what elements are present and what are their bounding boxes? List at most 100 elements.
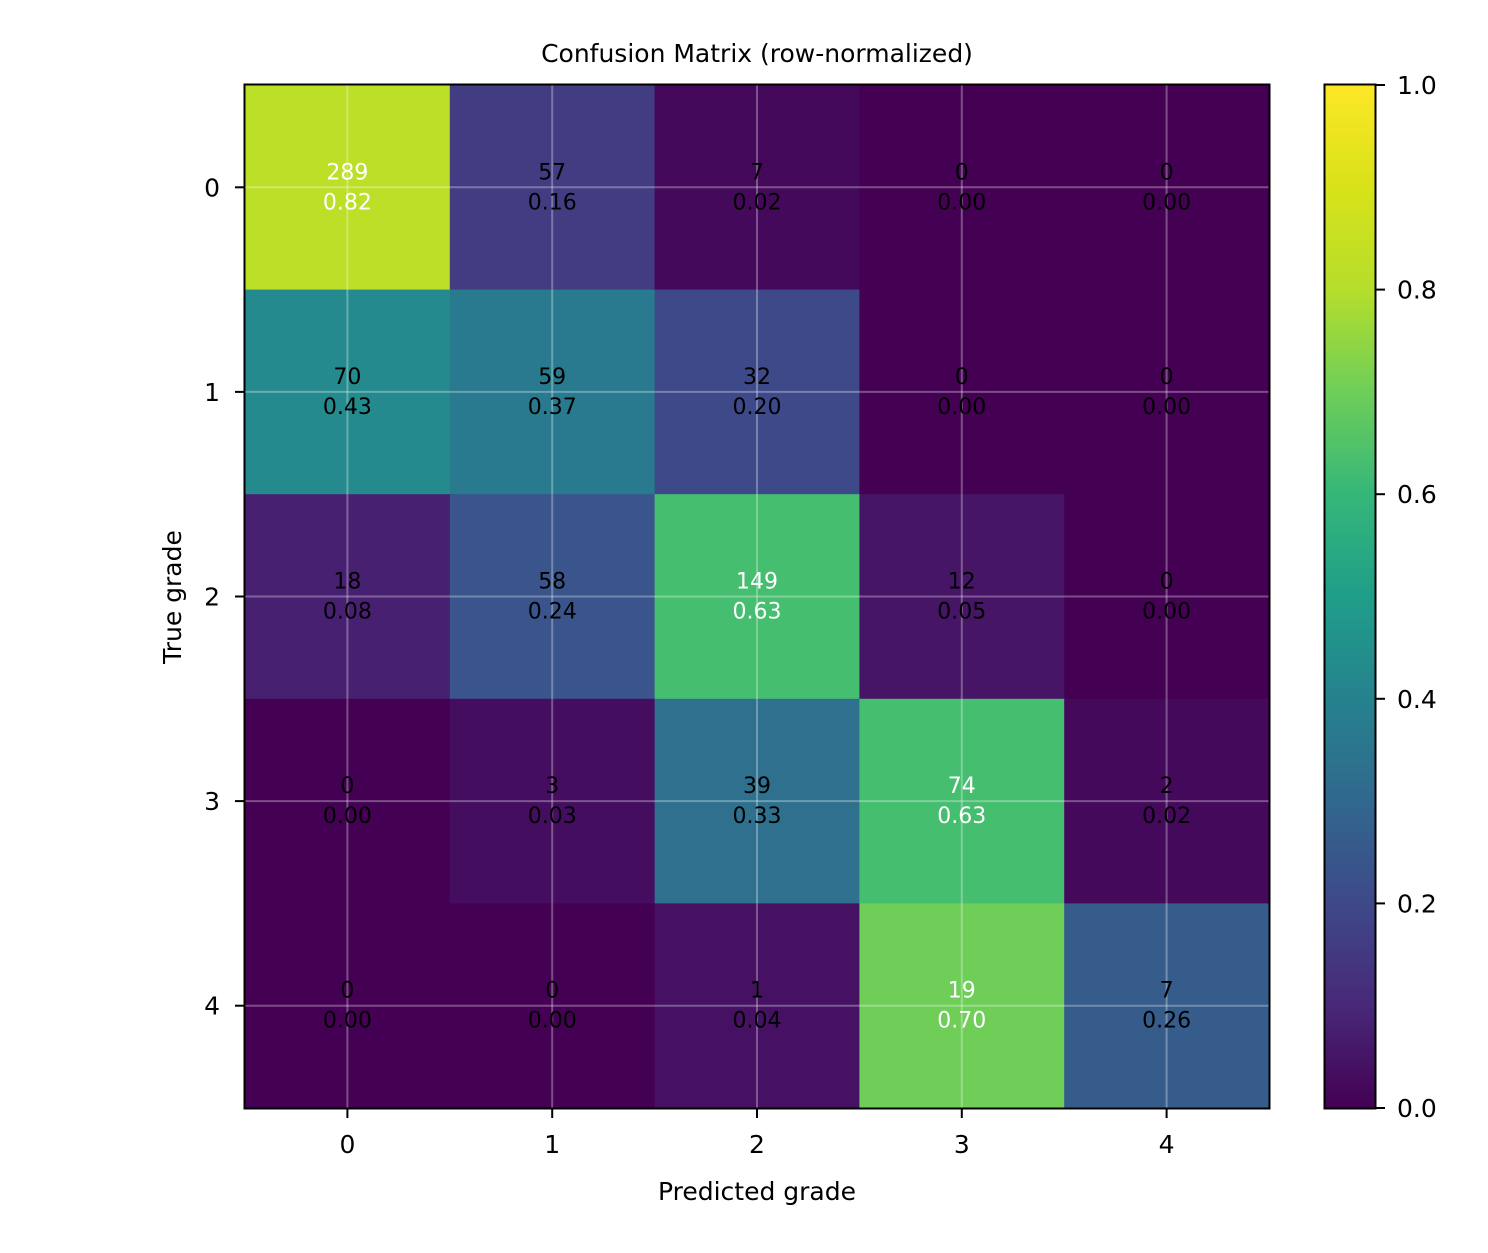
cell-count-label: 0 (545, 979, 559, 1004)
heatmap-cell-r0-c0 (245, 85, 451, 291)
cell-value-label: 0.00 (1142, 395, 1191, 420)
cell-value-label: 0.00 (323, 804, 372, 829)
cell-count-label: 74 (948, 774, 976, 799)
cell-value-label: 0.63 (937, 804, 986, 829)
cell-count-label: 7 (1160, 979, 1174, 1004)
cell-count-label: 12 (948, 570, 976, 595)
cell-value-label: 0.08 (323, 600, 372, 625)
x-tick-label: 2 (749, 1130, 765, 1159)
colorbar-gradient (1324, 85, 1375, 1108)
colorbar-ticks: 0.0 0.2 0.4 0.6 0.8 1.0 (1375, 71, 1437, 1123)
heatmap-cell-r3-c1 (449, 698, 656, 904)
heatmap-cell-r1-c4 (1064, 289, 1270, 495)
heatmap-cell-r1-c1 (449, 289, 656, 495)
colorbar-tick-label: 0.0 (1397, 1094, 1437, 1123)
cell-value-label: 0.37 (528, 395, 577, 420)
cell-count-label: 57 (538, 160, 566, 185)
cell-value-label: 0.70 (937, 1009, 986, 1034)
heatmap-cell-r1-c3 (859, 289, 1065, 495)
grid-lines (245, 85, 1269, 1108)
cell-count-label: 59 (538, 365, 566, 390)
y-tick-label: 3 (204, 787, 220, 816)
heatmap-cell-r1-c0 (245, 289, 451, 495)
cell-count-label: 7 (750, 160, 764, 185)
x-tick-label: 1 (544, 1130, 560, 1159)
cell-value-label: 0.02 (1142, 804, 1191, 829)
heatmap-cell-r2-c0 (245, 494, 451, 700)
y-tick-label: 1 (204, 378, 220, 407)
heatmap-cell-r4-c4 (1064, 903, 1270, 1109)
heatmap-cell-r3-c4 (1064, 698, 1270, 904)
cell-count-label: 18 (333, 570, 361, 595)
cell-value-label: 0.03 (528, 804, 577, 829)
cell-count-label: 39 (743, 774, 771, 799)
cell-value-label: 0.02 (733, 190, 782, 215)
cell-value-label: 0.24 (528, 600, 577, 625)
colorbar-tick-label: 0.2 (1397, 889, 1437, 918)
x-axis-label: Predicted grade (658, 1177, 856, 1206)
x-tick-label: 4 (1159, 1130, 1175, 1159)
cell-count-label: 149 (736, 570, 778, 595)
cell-count-label: 0 (340, 979, 354, 1004)
cell-count-label: 0 (1160, 365, 1174, 390)
cell-value-label: 0.00 (323, 1009, 372, 1034)
cell-count-label: 0 (1160, 160, 1174, 185)
colorbar-frame (1323, 83, 1377, 1110)
cell-count-label: 1 (750, 979, 764, 1004)
cell-value-label: 0.82 (323, 190, 372, 215)
cell-count-label: 0 (340, 774, 354, 799)
heatmap-cells (245, 85, 1270, 1109)
cell-value-label: 0.33 (733, 804, 782, 829)
colorbar-tick-label: 0.6 (1397, 480, 1437, 509)
cell-value-label: 0.16 (528, 190, 577, 215)
cell-count-label: 70 (333, 365, 361, 390)
cell-value-label: 0.05 (937, 600, 986, 625)
cell-count-label: 289 (326, 160, 368, 185)
heatmap-cell-r2-c2 (654, 494, 860, 700)
cell-count-label: 0 (1160, 570, 1174, 595)
colorbar-tick-label: 0.4 (1397, 685, 1437, 714)
cell-value-label: 0.04 (733, 1009, 782, 1034)
cell-count-label: 0 (955, 160, 969, 185)
heatmap-cell-r3-c2 (654, 698, 860, 904)
cell-count-label: 32 (743, 365, 771, 390)
cell-count-label: 2 (1160, 774, 1174, 799)
y-axis-label: True grade (158, 530, 187, 665)
cell-value-label: 0.43 (323, 395, 372, 420)
cell-value-label: 0.26 (1142, 1009, 1191, 1034)
heatmap-cell-r3-c3 (859, 698, 1065, 904)
heatmap-cell-r2-c1 (449, 494, 656, 700)
heatmap-cell-r4-c3 (859, 903, 1065, 1109)
x-axis-ticks: 0 1 2 3 4 (339, 1108, 1175, 1159)
heatmap-cell-r0-c2 (654, 85, 860, 291)
cell-count-label: 58 (538, 570, 566, 595)
heatmap-cell-r4-c0 (245, 903, 451, 1109)
y-axis-ticks: 0 1 2 3 4 (204, 173, 245, 1021)
chart-title: Confusion Matrix (row-normalized) (541, 39, 973, 68)
cell-count-label: 19 (948, 979, 976, 1004)
heatmap-cell-r0-c3 (859, 85, 1065, 291)
y-tick-label: 2 (204, 583, 220, 612)
heatmap-cell-r4-c2 (654, 903, 860, 1109)
heatmap-cell-r0-c4 (1064, 85, 1270, 291)
x-tick-label: 3 (954, 1130, 970, 1159)
cell-value-label: 0.00 (528, 1009, 577, 1034)
cell-count-label: 0 (955, 365, 969, 390)
y-tick-label: 4 (204, 992, 220, 1021)
cell-value-label: 0.20 (733, 395, 782, 420)
heatmap-cell-r2-c4 (1064, 494, 1270, 700)
colorbar-tick-label: 0.8 (1397, 276, 1437, 305)
heatmap-cell-r0-c1 (449, 85, 656, 291)
colorbar-tick-label: 1.0 (1397, 71, 1437, 100)
cell-value-label: 0.00 (1142, 190, 1191, 215)
x-tick-label: 0 (339, 1130, 355, 1159)
y-tick-label: 0 (204, 173, 220, 202)
cell-value-label: 0.00 (937, 395, 986, 420)
cell-annotations: 2890.82570.1670.0200.0000.00700.43590.37… (323, 160, 1191, 1033)
heatmap-cell-r3-c0 (245, 698, 451, 904)
cell-count-label: 3 (545, 774, 559, 799)
heatmap-cell-r2-c3 (859, 494, 1065, 700)
heatmap-cell-r1-c2 (654, 289, 860, 495)
